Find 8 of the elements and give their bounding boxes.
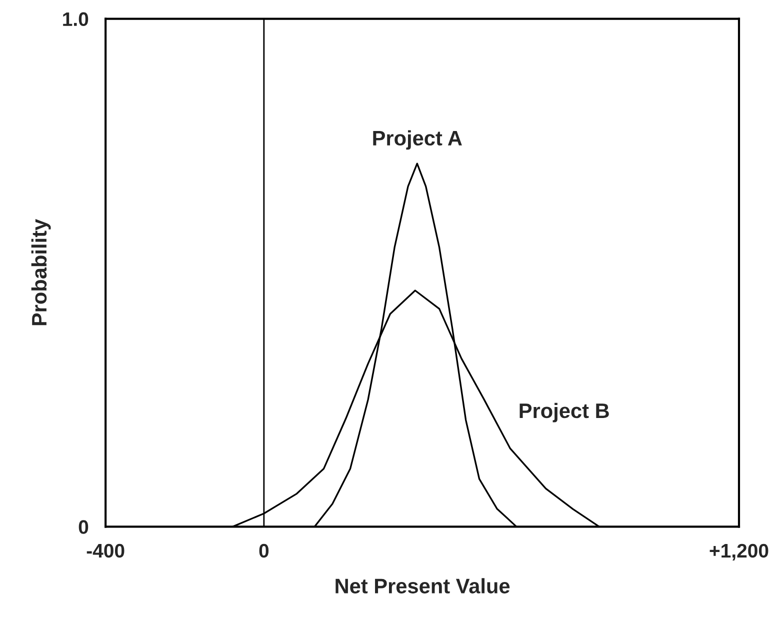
x-axis-title: Net Present Value [336, 578, 510, 594]
series-label: Project A [373, 130, 462, 150]
x-tick-label: +1,200 [710, 544, 768, 560]
y-axis-title: Probability [31, 219, 51, 326]
x-tick-label: -400 [86, 544, 124, 558]
y-tick-label: 1.0 [63, 12, 88, 26]
series-label: Project B [520, 402, 609, 422]
x-tick-label: 0 [259, 544, 269, 558]
